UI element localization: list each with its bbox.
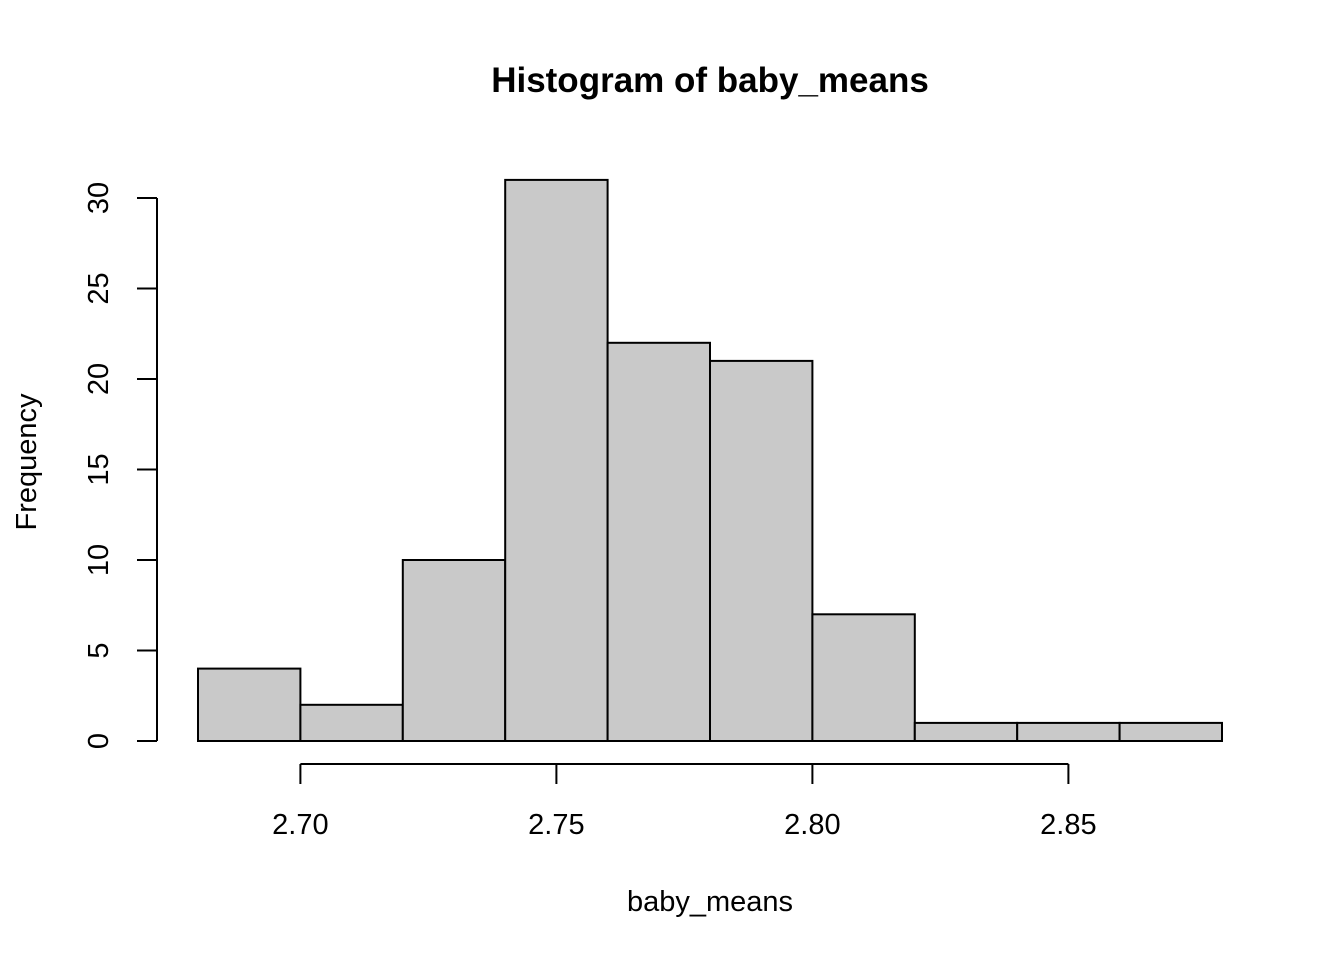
x-tick-label: 2.75 — [528, 809, 584, 841]
y-tick-label: 0 — [83, 733, 115, 749]
y-axis: 0 5 10 15 20 25 30 — [83, 182, 158, 749]
histogram-bar-4 — [504, 178, 609, 742]
bars-group — [197, 178, 1223, 743]
x-axis: 2.70 2.75 2.80 2.85 — [272, 763, 1097, 841]
x-tick-label: 2.70 — [272, 809, 328, 841]
y-tick-label: 10 — [83, 544, 115, 576]
histogram-bar-10 — [1118, 721, 1223, 743]
histogram-bar-3 — [401, 559, 507, 742]
y-axis-label: Frequency — [11, 393, 43, 531]
y-tick-label: 25 — [83, 272, 115, 304]
histogram-bar-8 — [913, 721, 1019, 743]
y-tick-label: 20 — [83, 363, 115, 395]
y-tick-label: 30 — [83, 182, 115, 214]
histogram-bar-6 — [709, 359, 814, 742]
y-tick-label: 15 — [83, 453, 115, 485]
chart-title: Histogram of baby_means — [491, 61, 929, 100]
histogram-bar-5 — [606, 341, 711, 742]
y-tick-label: 5 — [83, 642, 115, 658]
x-tick-label: 2.80 — [784, 809, 840, 841]
x-axis-label: baby_means — [627, 886, 793, 918]
histogram-bar-2 — [299, 703, 404, 742]
histogram-bar-1 — [197, 667, 302, 742]
histogram-bar-9 — [1016, 721, 1121, 743]
x-tick-label: 2.85 — [1040, 809, 1096, 841]
histogram-bar-7 — [811, 613, 916, 742]
